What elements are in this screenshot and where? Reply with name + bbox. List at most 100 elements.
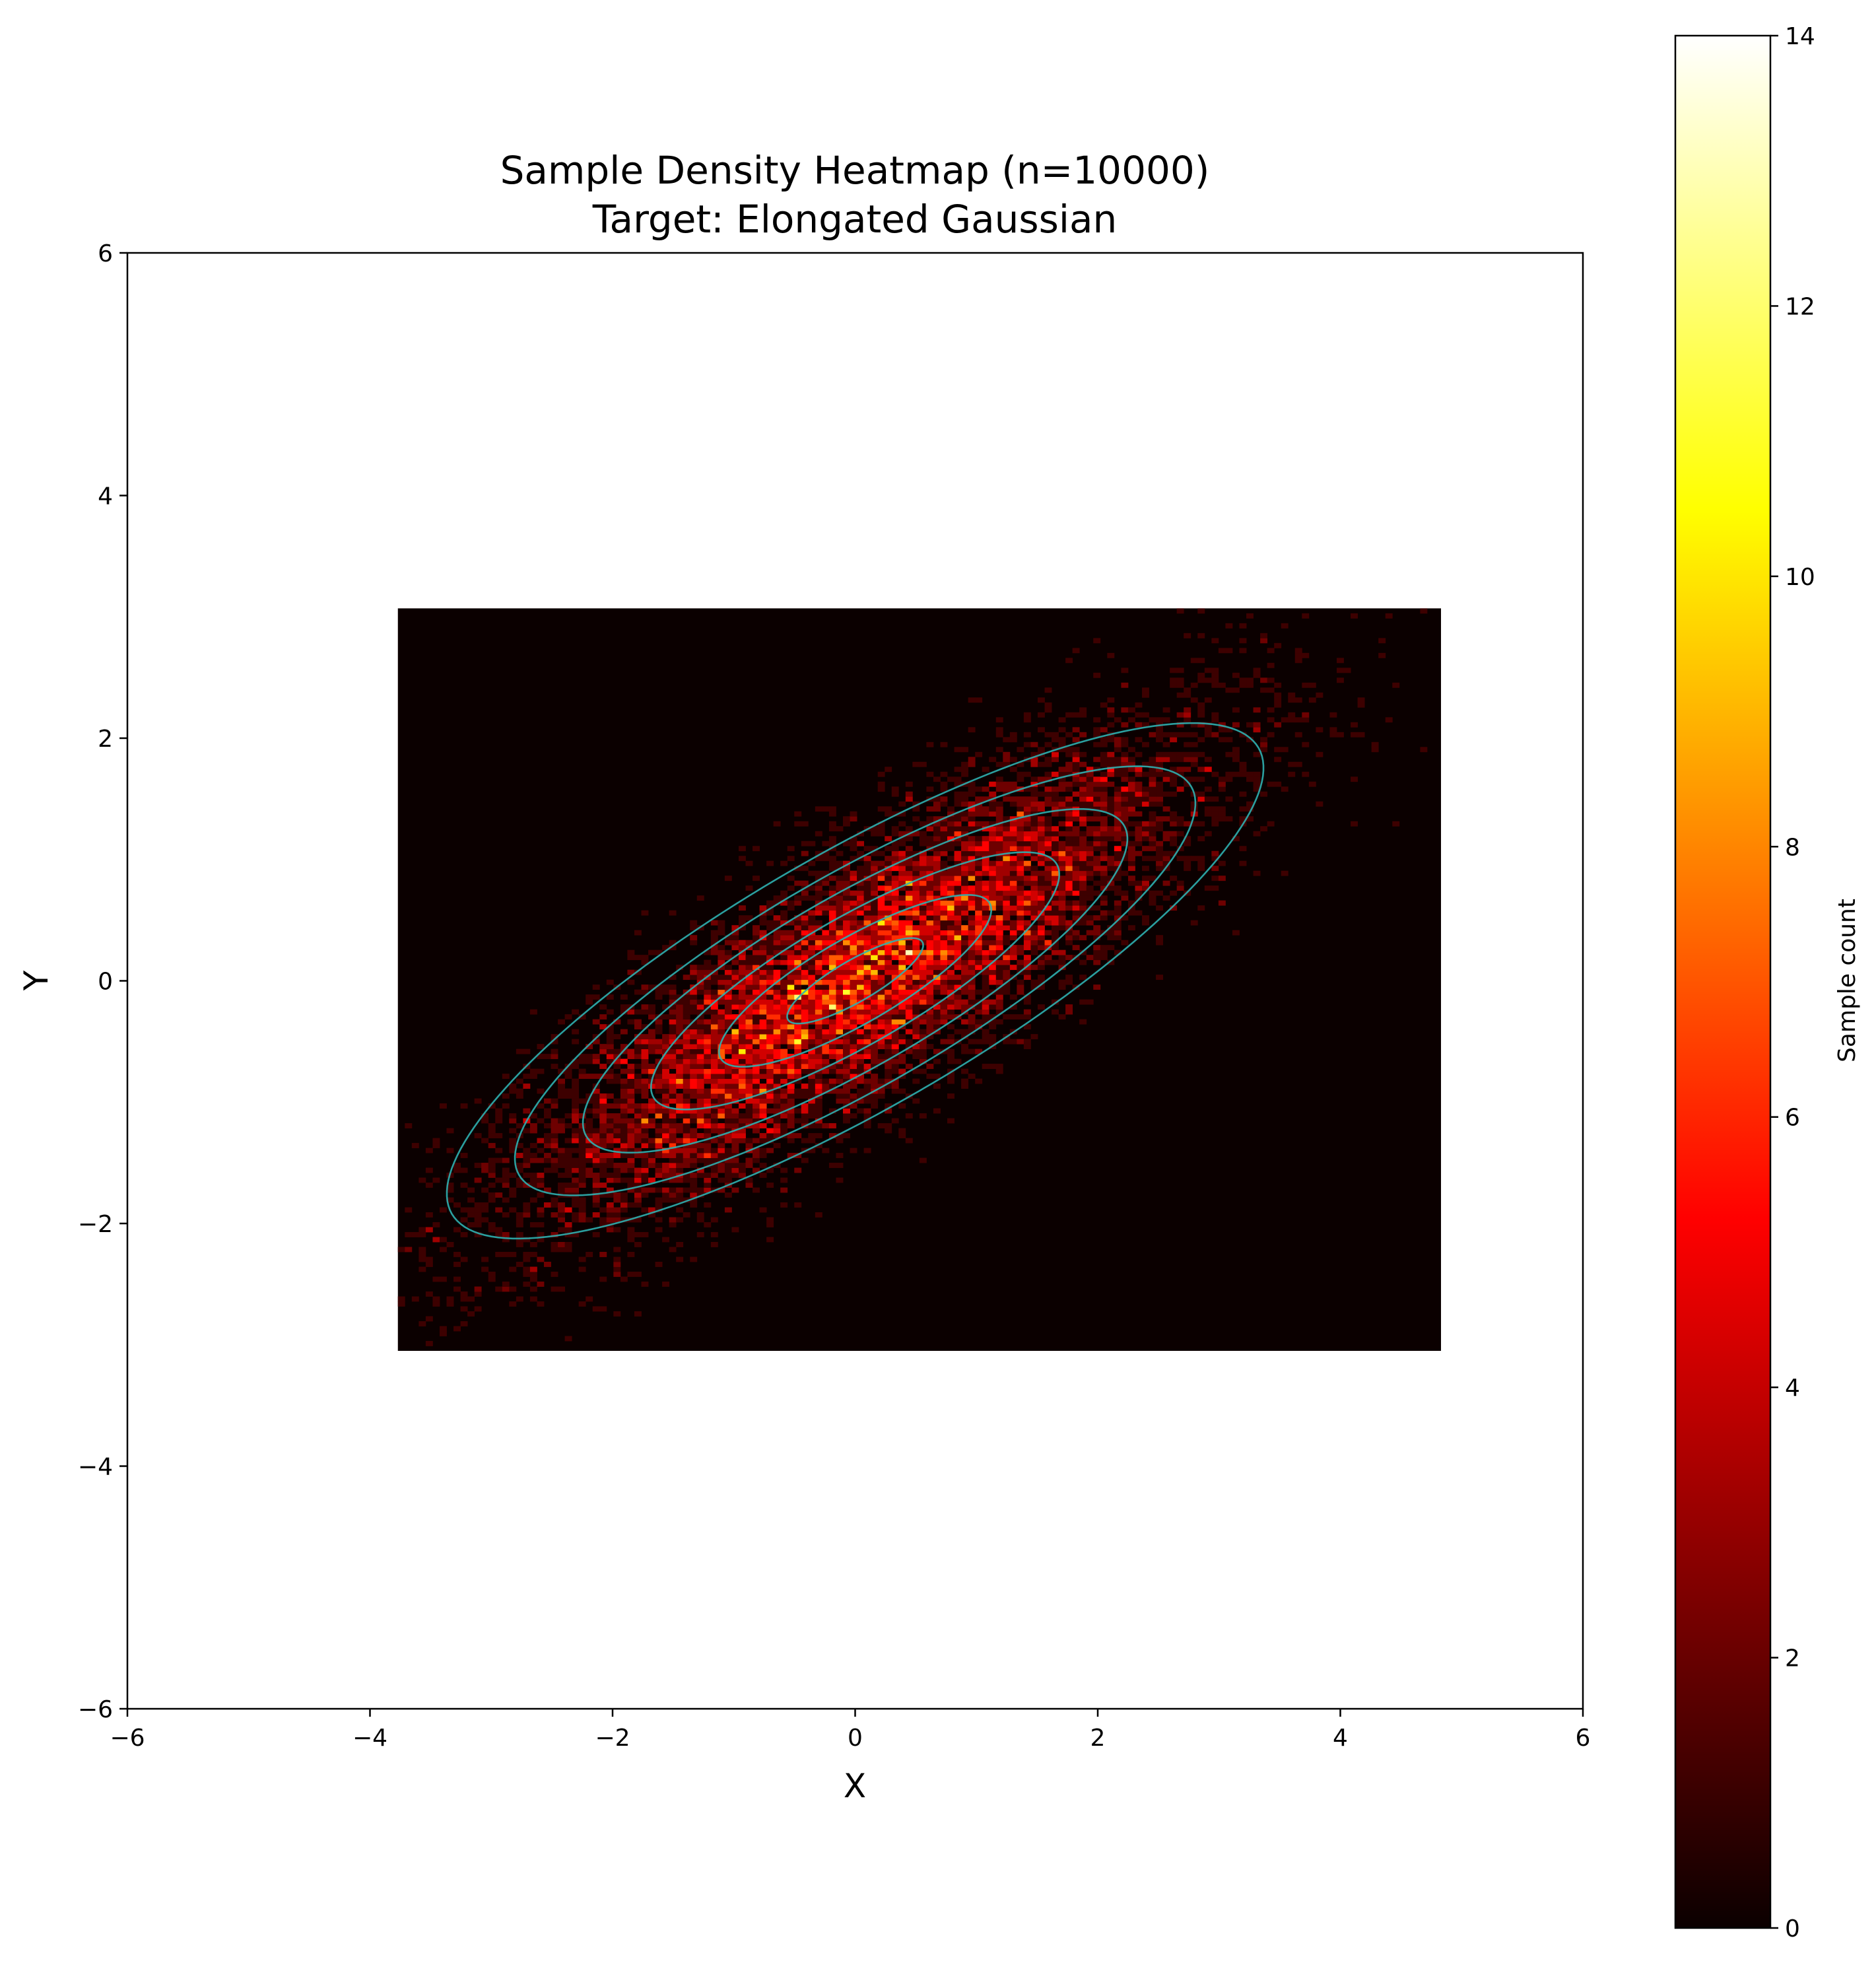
- heatmap-cell: [836, 1024, 844, 1030]
- heatmap-cell: [1065, 880, 1073, 886]
- heatmap-cell: [919, 1044, 927, 1050]
- heatmap-cell: [710, 1123, 718, 1128]
- heatmap-cell: [578, 1301, 586, 1307]
- heatmap-cell: [863, 999, 871, 1005]
- heatmap-cell: [794, 1019, 802, 1025]
- heatmap-cell: [1017, 989, 1024, 995]
- heatmap-cell: [1072, 761, 1080, 767]
- heatmap-cell: [620, 1276, 628, 1282]
- heatmap-cell: [947, 836, 955, 842]
- heatmap-cell: [606, 1143, 614, 1148]
- heatmap-cell: [766, 1222, 774, 1227]
- heatmap-cell: [669, 1058, 677, 1064]
- heatmap-cell: [808, 999, 816, 1005]
- heatmap-cell: [544, 1167, 551, 1173]
- heatmap-cell: [710, 1084, 718, 1089]
- heatmap-cell: [558, 1227, 565, 1233]
- heatmap-cell: [1232, 771, 1240, 777]
- heatmap-cell: [460, 1103, 468, 1109]
- heatmap-cell: [1079, 876, 1087, 881]
- heatmap-cell: [961, 979, 969, 985]
- heatmap-cell: [1037, 915, 1045, 921]
- heatmap-cell: [905, 999, 913, 1005]
- heatmap-cell: [718, 1074, 725, 1080]
- heatmap-cell: [919, 955, 927, 961]
- heatmap-cell: [1072, 856, 1080, 862]
- heatmap-cell: [947, 930, 955, 936]
- heatmap-cell: [724, 1019, 732, 1025]
- heatmap-cell: [1114, 846, 1122, 852]
- heatmap-cell: [1107, 860, 1115, 866]
- heatmap-cell: [912, 945, 920, 951]
- heatmap-cell: [1336, 677, 1344, 683]
- heatmap-cell: [898, 979, 906, 985]
- heatmap-cell: [529, 1113, 537, 1118]
- heatmap-cell: [871, 1064, 879, 1070]
- heatmap-cell: [620, 1143, 628, 1148]
- heatmap-cell: [1030, 846, 1038, 852]
- heatmap-cell: [947, 975, 955, 980]
- heatmap-cell: [801, 999, 809, 1005]
- heatmap-cell: [704, 1163, 712, 1168]
- heatmap-cell: [919, 1113, 927, 1118]
- heatmap-cell: [954, 905, 962, 911]
- heatmap-cell: [912, 949, 920, 955]
- heatmap-cell: [753, 1157, 760, 1163]
- heatmap-cell: [968, 945, 976, 951]
- heatmap-cell: [801, 965, 809, 971]
- heatmap-cell: [704, 1029, 712, 1035]
- heatmap-cell: [989, 900, 997, 906]
- heatmap-cell: [753, 1138, 760, 1144]
- heatmap-cell: [690, 1153, 698, 1158]
- heatmap-cell: [954, 870, 962, 876]
- heatmap-cell: [1204, 727, 1212, 733]
- heatmap-cell: [871, 1044, 879, 1050]
- heatmap-cell: [1127, 880, 1135, 886]
- heatmap-cell: [815, 999, 822, 1005]
- heatmap-cell: [1142, 796, 1149, 802]
- heatmap-cell: [1162, 831, 1170, 837]
- heatmap-cell: [634, 1232, 642, 1237]
- heatmap-cell: [634, 1167, 642, 1173]
- heatmap-cell: [794, 1029, 802, 1035]
- heatmap-cell: [425, 1212, 433, 1218]
- heatmap-cell: [592, 1197, 600, 1203]
- heatmap-cell: [822, 984, 830, 990]
- heatmap-cell: [488, 1123, 496, 1128]
- heatmap-cell: [995, 975, 1003, 980]
- heatmap-cell: [419, 1232, 426, 1237]
- heatmap-cell: [613, 1311, 621, 1317]
- heatmap-cell: [871, 831, 879, 837]
- heatmap-cell: [794, 821, 802, 827]
- heatmap-cell: [759, 999, 767, 1005]
- heatmap-cell: [1044, 905, 1052, 911]
- heatmap-cell: [926, 989, 934, 995]
- heatmap-cell: [995, 890, 1003, 896]
- heatmap-cell: [815, 1064, 822, 1070]
- x-tick-label: 6: [1576, 1725, 1591, 1752]
- heatmap-cell: [1100, 741, 1108, 747]
- heatmap-cell: [738, 969, 746, 975]
- heatmap-cell: [669, 1173, 677, 1178]
- heatmap-cell: [1065, 890, 1073, 896]
- heatmap-cell: [940, 900, 948, 906]
- heatmap-cell: [808, 1098, 816, 1104]
- heatmap-cell: [982, 915, 989, 921]
- heatmap-cell: [1017, 876, 1024, 881]
- heatmap-cell: [676, 1242, 684, 1247]
- heatmap-cell: [1017, 826, 1024, 832]
- heatmap-cell: [655, 1098, 663, 1104]
- heatmap-cell: [919, 831, 927, 837]
- heatmap-cell: [940, 945, 948, 951]
- heatmap-cell: [453, 1286, 461, 1292]
- heatmap-cell: [912, 1019, 920, 1025]
- heatmap-cell: [502, 1232, 510, 1237]
- heatmap-cell: [940, 786, 948, 792]
- heatmap-cell: [926, 930, 934, 936]
- heatmap-cell: [696, 1088, 704, 1094]
- heatmap-cell: [1037, 880, 1045, 886]
- heatmap-cell: [815, 969, 822, 975]
- heatmap-cell: [801, 925, 809, 931]
- heatmap-cell: [606, 1068, 614, 1074]
- heatmap-cell: [850, 994, 857, 1000]
